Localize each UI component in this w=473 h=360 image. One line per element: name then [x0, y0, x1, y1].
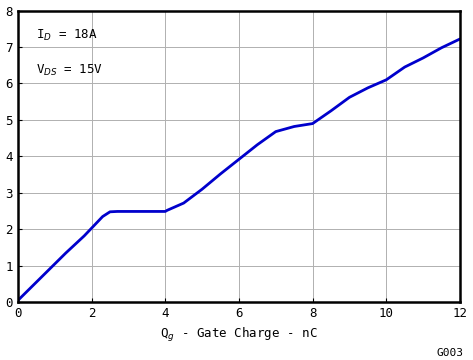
Text: G003: G003 [437, 348, 464, 358]
Text: V$_{DS}$ = 15V: V$_{DS}$ = 15V [35, 63, 103, 78]
X-axis label: Q$_g$ - Gate Charge - nC: Q$_g$ - Gate Charge - nC [160, 326, 318, 344]
Text: I$_D$ = 18A: I$_D$ = 18A [35, 28, 97, 43]
